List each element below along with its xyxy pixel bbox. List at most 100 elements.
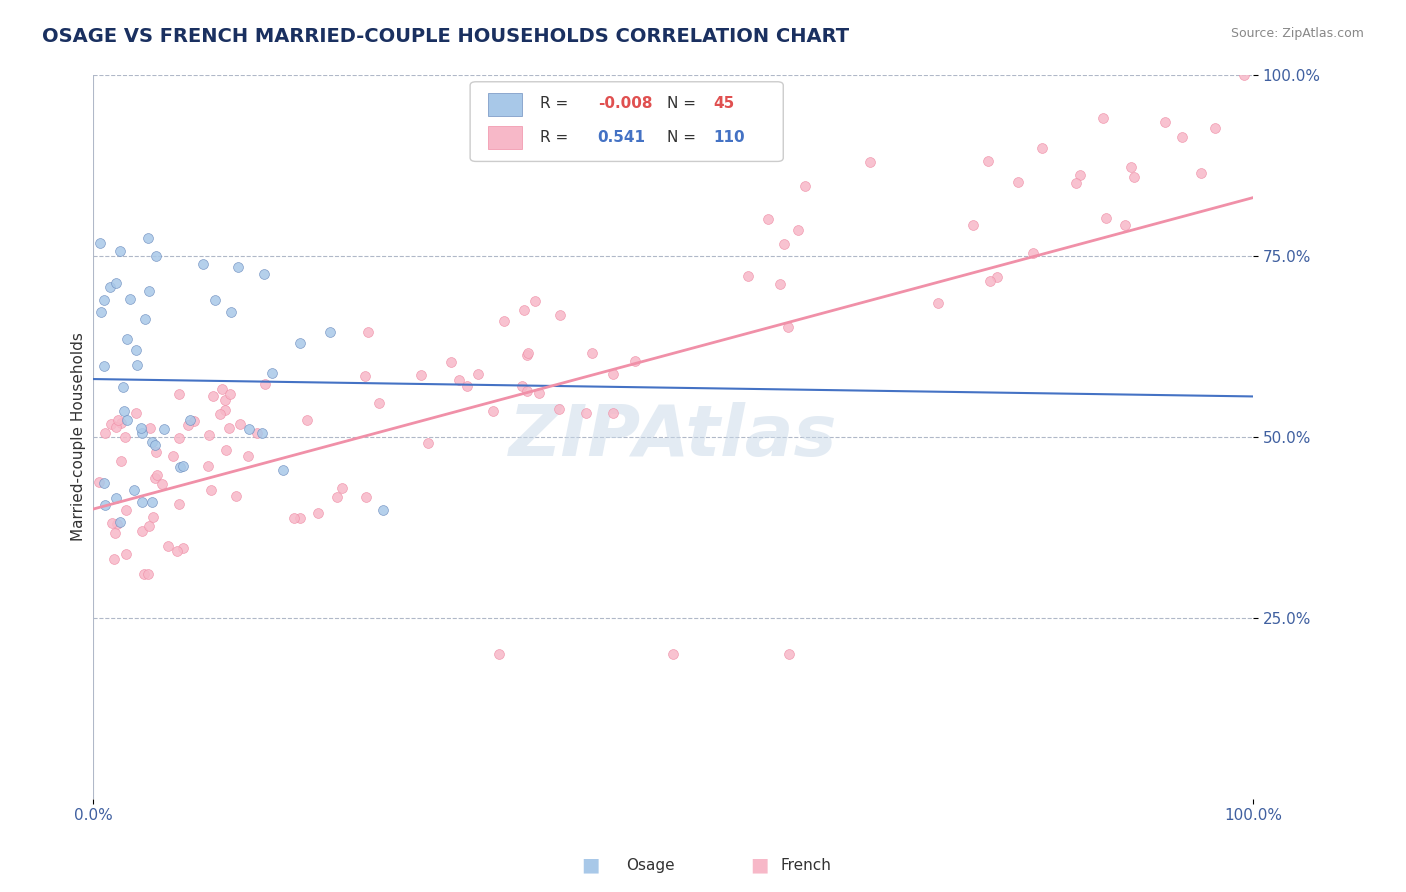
Point: [1153, 114, 1175, 128]
Point: [183, 414, 205, 428]
Point: [115, 503, 138, 517]
Point: [120, 292, 142, 306]
Point: [115, 413, 138, 427]
Point: [218, 387, 240, 401]
Point: [167, 387, 190, 401]
Point: [354, 369, 377, 384]
Point: [132, 567, 155, 582]
Point: [976, 153, 998, 168]
Text: 110: 110: [714, 130, 745, 145]
Point: [105, 491, 128, 505]
Point: [1069, 168, 1091, 182]
Point: [208, 407, 231, 421]
Point: [1007, 175, 1029, 189]
Point: [127, 358, 149, 372]
Text: N =: N =: [668, 96, 696, 111]
Text: R =: R =: [540, 130, 572, 145]
Point: [114, 547, 136, 561]
Point: [103, 552, 125, 566]
Point: [214, 393, 236, 408]
Point: [517, 345, 540, 359]
Point: [456, 379, 478, 393]
Point: [141, 495, 163, 509]
Point: [624, 354, 647, 368]
Text: 45: 45: [714, 96, 735, 111]
Point: [115, 332, 138, 346]
Point: [1031, 141, 1053, 155]
Point: [202, 389, 225, 403]
Point: [101, 516, 124, 530]
Point: [172, 458, 194, 473]
Point: [153, 422, 176, 436]
Point: [114, 430, 136, 444]
Point: [778, 647, 800, 661]
Point: [156, 539, 179, 553]
Point: [145, 438, 167, 452]
Point: [124, 483, 146, 497]
Text: Source: ZipAtlas.com: Source: ZipAtlas.com: [1230, 27, 1364, 40]
Text: R =: R =: [540, 96, 572, 111]
Point: [166, 543, 188, 558]
Point: [108, 515, 131, 529]
Point: [1066, 176, 1088, 190]
Point: [550, 308, 572, 322]
Point: [368, 396, 391, 410]
Point: [769, 277, 792, 291]
Point: [94, 425, 117, 440]
Point: [191, 257, 214, 271]
Text: ■: ■: [581, 855, 600, 875]
Point: [105, 516, 128, 531]
Point: [89, 475, 111, 489]
Point: [226, 260, 249, 274]
Text: Osage: Osage: [626, 858, 675, 872]
Text: 0.541: 0.541: [598, 130, 645, 145]
Point: [979, 274, 1001, 288]
Point: [776, 320, 799, 334]
Point: [516, 347, 538, 361]
Point: [662, 647, 685, 661]
Point: [138, 284, 160, 298]
Point: [467, 367, 489, 381]
Text: ■: ■: [749, 855, 769, 875]
Point: [179, 413, 201, 427]
Point: [1122, 169, 1144, 184]
Point: [357, 325, 380, 339]
Point: [225, 489, 247, 503]
Point: [94, 498, 117, 512]
Point: [527, 386, 550, 401]
Point: [927, 296, 949, 310]
Point: [138, 421, 160, 435]
Point: [211, 382, 233, 396]
Point: [104, 526, 127, 541]
Point: [124, 406, 146, 420]
Point: [253, 267, 276, 281]
Point: [1170, 129, 1192, 144]
Point: [288, 511, 311, 525]
Point: [150, 476, 173, 491]
Point: [354, 490, 377, 504]
Point: [110, 454, 132, 468]
Point: [108, 244, 131, 259]
Point: [138, 518, 160, 533]
Point: [254, 377, 277, 392]
Point: [142, 509, 165, 524]
Point: [107, 413, 129, 427]
Point: [112, 380, 135, 394]
Point: [602, 367, 624, 381]
Point: [1091, 111, 1114, 125]
Point: [288, 336, 311, 351]
Point: [1114, 218, 1136, 232]
Text: ZIPAtlas: ZIPAtlas: [509, 402, 838, 471]
Point: [1189, 165, 1212, 179]
Text: French: French: [780, 858, 831, 872]
Point: [756, 211, 779, 226]
Point: [602, 406, 624, 420]
Point: [146, 467, 169, 482]
Point: [167, 431, 190, 445]
Point: [145, 250, 167, 264]
Point: [245, 425, 267, 440]
Point: [93, 293, 115, 307]
Point: [131, 524, 153, 538]
Point: [575, 406, 598, 420]
Point: [440, 355, 463, 369]
